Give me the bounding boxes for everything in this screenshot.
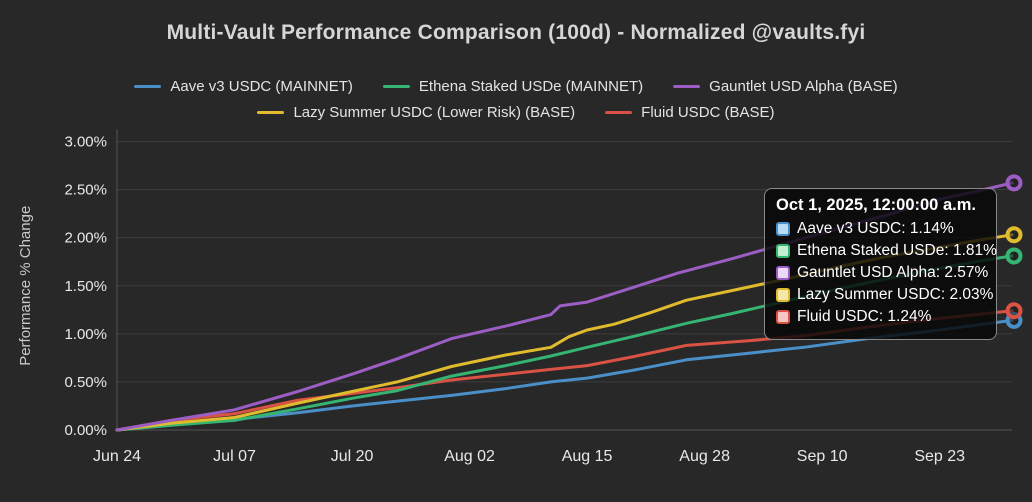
series-end-marker-lazy-summer-usdc[interactable]: [1005, 226, 1023, 244]
x-tick-label: Sep 10: [797, 448, 848, 465]
y-tick-label: 2.00%: [64, 230, 107, 247]
tooltip-swatch: [776, 310, 790, 324]
y-tick-label: 2.50%: [64, 182, 107, 199]
y-tick-label: 0.50%: [64, 374, 107, 391]
chart-tooltip: Oct 1, 2025, 12:00:00 a.m. Aave v3 USDC:…: [764, 188, 997, 340]
tooltip-value: Ethena Staked USDe: 1.81%: [797, 242, 997, 259]
x-tick-label: Aug 02: [444, 448, 495, 465]
tooltip-swatch: [776, 244, 790, 258]
legend-label: Aave v3 USDC (MAINNET): [170, 78, 353, 95]
legend-line-swatch: [134, 85, 162, 88]
chart-legend: Aave v3 USDC (MAINNET) Ethena Staked USDe…: [0, 78, 1032, 121]
legend-item-lazy-summer-usdc[interactable]: Lazy Summer USDC (Lower Risk) (BASE): [257, 104, 575, 121]
legend-line-swatch: [257, 111, 285, 114]
x-tick-label: Jun 24: [93, 448, 141, 465]
x-tick-label: Jul 07: [213, 448, 256, 465]
tooltip-date: Oct 1, 2025, 12:00:00 a.m.: [776, 196, 976, 214]
legend-line-swatch: [605, 111, 633, 114]
tooltip-row-ethena-staked-usde: Ethena Staked USDe: 1.81%: [776, 242, 997, 260]
chart-title: Multi-Vault Performance Comparison (100d…: [166, 21, 866, 44]
tooltip-rows: Aave v3 USDC: 1.14% Ethena Staked USDe: 1…: [776, 220, 997, 326]
legend-label: Gauntlet USD Alpha (BASE): [709, 78, 898, 95]
series-end-marker-fluid-usdc[interactable]: [1005, 302, 1023, 320]
series-end-marker-ethena-staked-usde[interactable]: [1005, 247, 1023, 265]
tooltip-value: Lazy Summer USDC: 2.03%: [797, 286, 994, 303]
y-tick-label: 1.00%: [64, 326, 107, 343]
tooltip-row-aave-v3-usdc: Aave v3 USDC: 1.14%: [776, 220, 985, 238]
legend-item-gauntlet-usd-alpha[interactable]: Gauntlet USD Alpha (BASE): [673, 78, 898, 95]
x-tick-label: Sep 23: [914, 448, 965, 465]
x-tick-label: Aug 28: [679, 448, 730, 465]
tooltip-row-lazy-summer-usdc: Lazy Summer USDC: 2.03%: [776, 286, 993, 304]
legend-label: Fluid USDC (BASE): [641, 104, 775, 121]
legend-item-ethena-staked-usde[interactable]: Ethena Staked USDe (MAINNET): [382, 78, 644, 95]
legend-label: Lazy Summer USDC (Lower Risk) (BASE): [293, 104, 576, 121]
tooltip-row-fluid-usdc: Fluid USDC: 1.24%: [776, 308, 985, 326]
tooltip-value: Gauntlet USD Alpha: 2.57%: [797, 264, 989, 281]
x-tick-label: Aug 15: [562, 448, 613, 465]
legend-item-fluid-usdc[interactable]: Fluid USDC (BASE): [605, 104, 775, 121]
tooltip-swatch: [776, 222, 790, 236]
y-tick-label: 3.00%: [64, 134, 107, 151]
tooltip-value: Fluid USDC: 1.24%: [797, 308, 932, 325]
tooltip-value: Aave v3 USDC: 1.14%: [797, 220, 954, 237]
tooltip-row-gauntlet-usd-alpha: Gauntlet USD Alpha: 2.57%: [776, 264, 989, 282]
tooltip-swatch: [776, 266, 790, 280]
legend-line-swatch: [673, 85, 701, 88]
x-tick-label: Jul 20: [331, 448, 374, 465]
y-tick-label: 1.50%: [64, 278, 107, 295]
legend-row: Aave v3 USDC (MAINNET) Ethena Staked USDe…: [0, 78, 1032, 95]
tooltip-swatch: [776, 288, 790, 302]
legend-row: Lazy Summer USDC (Lower Risk) (BASE) Flui…: [0, 104, 1032, 121]
y-tick-label: 0.00%: [64, 422, 107, 439]
y-axis-title: Performance % Change: [17, 206, 34, 366]
legend-line-swatch: [382, 85, 410, 88]
series-end-marker-gauntlet-usd-alpha[interactable]: [1005, 174, 1023, 192]
legend-item-aave-v3-usdc[interactable]: Aave v3 USDC (MAINNET): [134, 78, 353, 95]
legend-label: Ethena Staked USDe (MAINNET): [418, 78, 644, 95]
